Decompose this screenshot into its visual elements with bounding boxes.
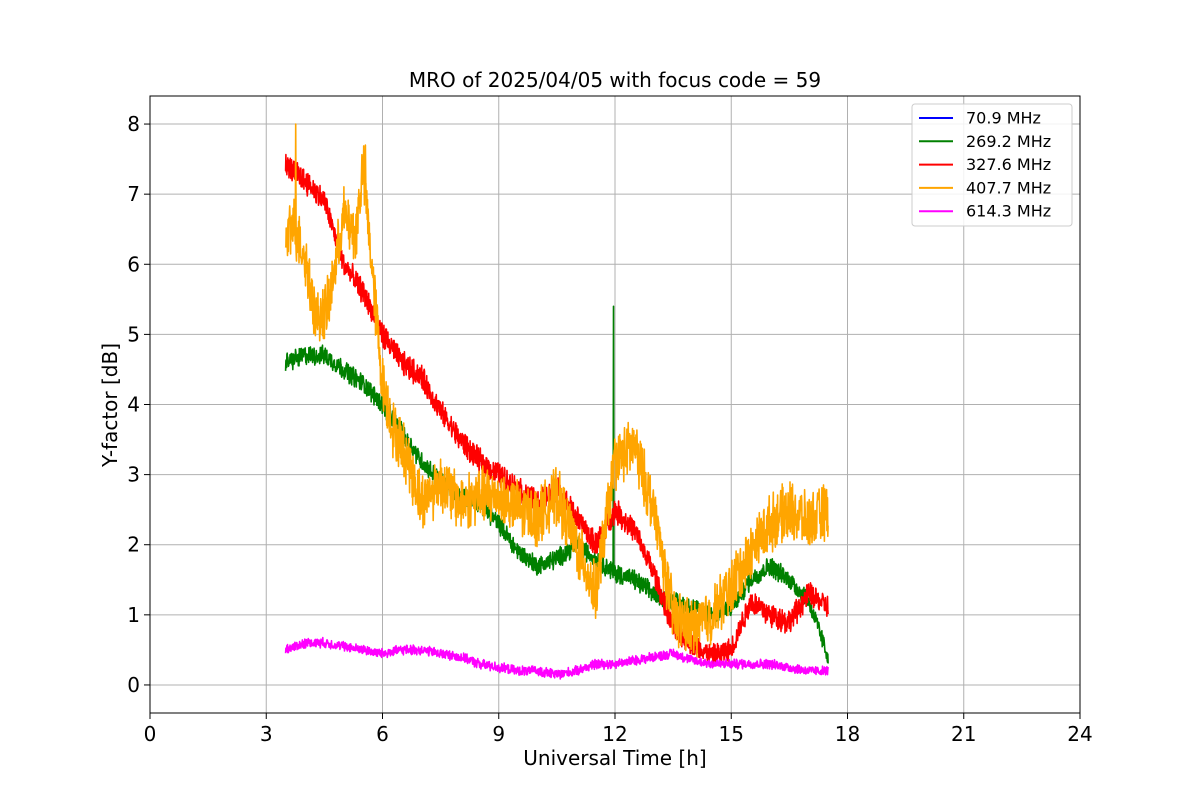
series-line — [284, 123, 829, 658]
legend-label: 269.2 MHz — [966, 132, 1051, 151]
legend-label: 327.6 MHz — [966, 155, 1051, 174]
series-1 — [284, 305, 829, 664]
x-ticks: 0 3 6 9 12 15 18 21 24 — [144, 713, 1093, 746]
y-ticks: 0 1 2 3 4 5 6 7 8 — [127, 112, 150, 697]
chart-title: MRO of 2025/04/05 with focus code = 59 — [409, 68, 821, 92]
x-tick-label: 18 — [835, 722, 860, 746]
y-tick-label: 2 — [127, 533, 140, 557]
series-line — [284, 636, 829, 680]
legend-label: 70.9 MHz — [966, 109, 1041, 128]
y-tick-label: 1 — [127, 603, 140, 627]
legend-label: 614.3 MHz — [966, 202, 1051, 221]
x-tick-label: 9 — [492, 722, 505, 746]
series-4 — [284, 636, 829, 680]
legend-box — [911, 103, 1073, 227]
x-tick-label: 15 — [719, 722, 744, 746]
y-tick-label: 8 — [127, 112, 140, 136]
y-tick-label: 3 — [127, 463, 140, 487]
x-tick-label: 0 — [144, 722, 157, 746]
x-tick-label: 6 — [376, 722, 389, 746]
y-tick-label: 7 — [127, 182, 140, 206]
x-tick-label: 3 — [260, 722, 273, 746]
series-3 — [284, 123, 829, 658]
y-tick-label: 0 — [127, 673, 140, 697]
y-axis-label: Y-factor [dB] — [98, 343, 122, 468]
x-tick-label: 12 — [602, 722, 627, 746]
x-tick-label: 21 — [951, 722, 976, 746]
y-tick-label: 4 — [127, 393, 140, 417]
x-tick-label: 24 — [1067, 722, 1092, 746]
y-tick-label: 6 — [127, 252, 140, 276]
y-tick-label: 5 — [127, 322, 140, 346]
legend-label: 407.7 MHz — [966, 178, 1051, 197]
series-line — [284, 305, 829, 664]
series-layer — [284, 123, 829, 680]
legend: 70.9 MHz 269.2 MHz 327.6 MHz 407.7 MHz 614.3… — [911, 103, 1073, 227]
x-axis-label: Universal Time [h] — [523, 746, 706, 770]
